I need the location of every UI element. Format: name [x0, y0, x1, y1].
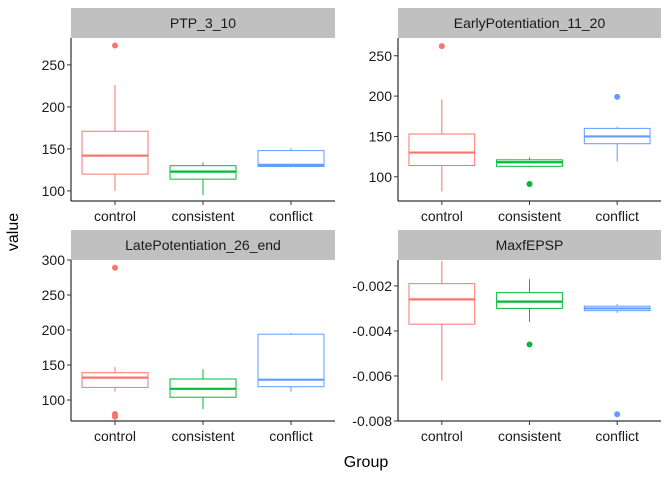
- box-body: [408, 283, 476, 325]
- outlier-point: [112, 264, 118, 271]
- box-control: [408, 43, 476, 192]
- x-tick-label: control: [94, 428, 136, 444]
- facet-title: PTP_3_10: [170, 15, 236, 31]
- facet-title: MaxfEPSP: [496, 237, 564, 253]
- box-body: [496, 292, 563, 309]
- y-tick-label: 200: [42, 322, 66, 338]
- x-tick-label: conflict: [269, 208, 313, 224]
- y-tick-label: 100: [42, 183, 66, 199]
- y-axis-title: value: [5, 213, 22, 251]
- y-tick-label: 200: [42, 99, 66, 115]
- outlier-point: [438, 43, 445, 50]
- facet-title: LatePotentiation_26_end: [125, 237, 281, 253]
- box-consistent: [169, 162, 237, 196]
- outlier-point: [526, 341, 533, 348]
- y-tick-label: 250: [369, 48, 393, 64]
- facet-title: EarlyPotentiation_11_20: [454, 15, 606, 31]
- box-conflict: [257, 332, 325, 392]
- outlier-point: [112, 42, 118, 49]
- box-body: [408, 133, 476, 166]
- box-body: [257, 333, 325, 388]
- y-tick-label: 300: [42, 252, 66, 268]
- outlier-point: [614, 411, 621, 418]
- box-conflict: [583, 93, 651, 162]
- box-body: [81, 130, 149, 175]
- y-tick-label: 100: [369, 169, 393, 185]
- box-control: [408, 261, 476, 381]
- x-tick-label: consistent: [171, 208, 234, 224]
- y-tick-label: 100: [42, 392, 66, 408]
- box-consistent: [496, 279, 563, 348]
- facet-panel: MaxfEPSP -0.002 -0.004 -0.006 -0.008 control c…: [352, 230, 661, 444]
- x-tick-label: conflict: [269, 428, 313, 444]
- x-tick-label: conflict: [595, 208, 639, 224]
- x-tick-label: consistent: [498, 428, 561, 444]
- box-control: [81, 42, 149, 191]
- x-axis-title: Group: [344, 454, 389, 471]
- box-conflict: [257, 148, 325, 168]
- y-tick-label: 200: [369, 88, 393, 104]
- x-tick-label: consistent: [498, 208, 561, 224]
- box-body: [81, 372, 149, 388]
- box-conflict: [583, 303, 651, 418]
- y-tick-label: -0.002: [352, 278, 392, 294]
- y-tick-label: 150: [369, 128, 393, 144]
- y-tick-label: 150: [42, 141, 66, 157]
- x-tick-label: consistent: [171, 428, 234, 444]
- x-tick-label: control: [94, 208, 136, 224]
- x-tick-label: control: [421, 428, 463, 444]
- facet-strip: [71, 8, 335, 38]
- outlier-point: [614, 93, 621, 100]
- facet-strip: [398, 230, 661, 260]
- box-control: [81, 264, 149, 420]
- box-consistent: [496, 157, 563, 188]
- y-tick-label: -0.006: [352, 368, 392, 384]
- x-tick-label: conflict: [595, 428, 639, 444]
- y-tick-label: 150: [42, 357, 66, 373]
- outlier-point: [526, 181, 533, 188]
- y-tick-label: 250: [42, 57, 66, 73]
- y-tick-label: -0.008: [352, 413, 392, 429]
- facet-strip: [71, 230, 335, 260]
- y-tick-label: -0.004: [352, 323, 392, 339]
- outlier-point: [112, 411, 118, 417]
- x-tick-label: control: [421, 208, 463, 224]
- box-consistent: [169, 369, 237, 410]
- facet-strip: [398, 8, 661, 38]
- box-body: [257, 150, 325, 168]
- facet-panel: PTP_3_10 100 150 200 250 control consistent con…: [42, 8, 335, 224]
- y-tick-label: 250: [42, 287, 66, 303]
- facet-panel: LatePotentiation_26_end 100 150 200 250 300 co…: [42, 230, 335, 444]
- facet-panel: EarlyPotentiation_11_20 100 150 200 250 contr…: [369, 8, 661, 224]
